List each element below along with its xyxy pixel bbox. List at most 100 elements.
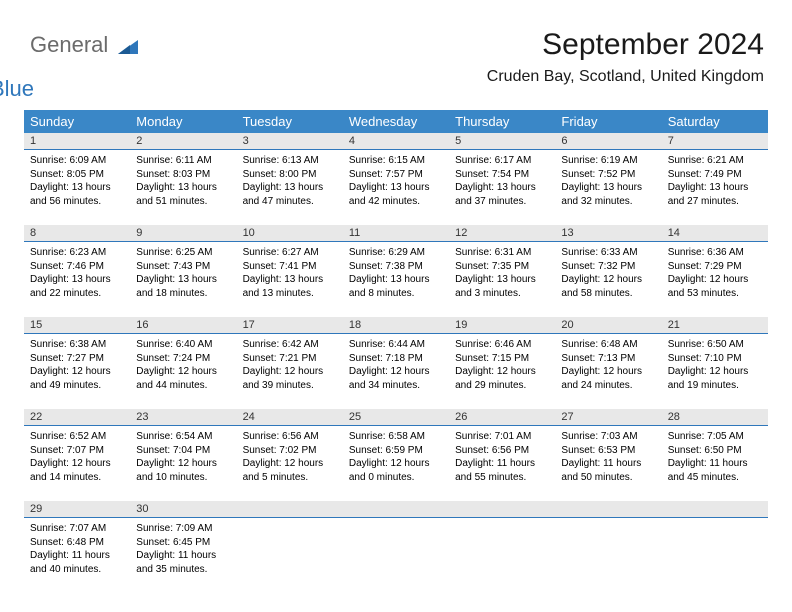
sunrise-value: 6:33 AM	[601, 247, 638, 258]
day-body: Sunrise: 6:50 AMSunset: 7:10 PMDaylight:…	[662, 335, 768, 398]
day-cell: Sunrise: 6:42 AMSunset: 7:21 PMDaylight:…	[237, 335, 343, 409]
day-number: 21	[662, 317, 768, 333]
sunset-line: Sunset: 6:53 PM	[561, 444, 655, 458]
day-number: .	[555, 501, 661, 517]
day-number: 28	[662, 409, 768, 425]
daylight-minutes: 58	[581, 288, 592, 299]
sunset-value: 7:52 PM	[598, 169, 635, 180]
sunrise-value: 7:07 AM	[69, 523, 106, 534]
day-number: 19	[449, 317, 555, 333]
sunrise-line: Sunrise: 6:09 AM	[30, 154, 124, 168]
daylight-line-1: Daylight: 13 hours	[349, 273, 443, 287]
sunrise-value: 6:25 AM	[176, 247, 213, 258]
daylight-minutes: 37	[475, 196, 486, 207]
sunset-line: Sunset: 7:10 PM	[668, 352, 762, 366]
sunset-value: 7:15 PM	[492, 353, 529, 364]
daylight-hours: 12	[709, 274, 720, 285]
daylight-line-1: Daylight: 12 hours	[561, 365, 655, 379]
daylight-line-1: Daylight: 13 hours	[136, 273, 230, 287]
sunset-line: Sunset: 7:46 PM	[30, 260, 124, 274]
day-body: Sunrise: 6:09 AMSunset: 8:05 PMDaylight:…	[24, 151, 130, 214]
sunrise-line: Sunrise: 6:21 AM	[668, 154, 762, 168]
sunset-line: Sunset: 7:02 PM	[243, 444, 337, 458]
daylight-line-2: and 37 minutes.	[455, 195, 549, 209]
sunrise-line: Sunrise: 6:54 AM	[136, 430, 230, 444]
week-row: Sunrise: 6:52 AMSunset: 7:07 PMDaylight:…	[24, 426, 768, 501]
daylight-minutes: 14	[49, 472, 60, 483]
sunset-line: Sunset: 6:59 PM	[349, 444, 443, 458]
daylight-hours: 12	[497, 366, 508, 377]
sunrise-value: 6:58 AM	[388, 431, 425, 442]
sunset-line: Sunset: 6:50 PM	[668, 444, 762, 458]
daylight-minutes: 5	[262, 472, 268, 483]
empty-cell	[555, 519, 661, 593]
sunset-value: 7:43 PM	[173, 261, 210, 272]
daylight-hours: 12	[284, 366, 295, 377]
logo: General Blue	[30, 32, 138, 84]
day-body: Sunrise: 6:33 AMSunset: 7:32 PMDaylight:…	[555, 243, 661, 306]
day-body: Sunrise: 6:54 AMSunset: 7:04 PMDaylight:…	[130, 427, 236, 490]
daylight-line-1: Daylight: 11 hours	[561, 457, 655, 471]
sunrise-value: 6:52 AM	[69, 431, 106, 442]
daylight-hours: 12	[603, 366, 614, 377]
daylight-line-2: and 50 minutes.	[561, 471, 655, 485]
daylight-hours: 12	[178, 366, 189, 377]
sunset-line: Sunset: 7:04 PM	[136, 444, 230, 458]
daylight-line-1: Daylight: 13 hours	[30, 273, 124, 287]
sunset-value: 7:27 PM	[67, 353, 104, 364]
sunrise-value: 6:09 AM	[69, 155, 106, 166]
day-body: Sunrise: 6:56 AMSunset: 7:02 PMDaylight:…	[237, 427, 343, 490]
daylight-minutes: 8	[368, 288, 374, 299]
daylight-line-2: and 19 minutes.	[668, 379, 762, 393]
week-row: Sunrise: 6:38 AMSunset: 7:27 PMDaylight:…	[24, 334, 768, 409]
day-cell: Sunrise: 7:07 AMSunset: 6:48 PMDaylight:…	[24, 519, 130, 593]
day-cell: Sunrise: 7:03 AMSunset: 6:53 PMDaylight:…	[555, 427, 661, 501]
daylight-line-1: Daylight: 13 hours	[455, 181, 549, 195]
daylight-line-2: and 51 minutes.	[136, 195, 230, 209]
sunrise-line: Sunrise: 6:38 AM	[30, 338, 124, 352]
day-number: .	[449, 501, 555, 517]
sunset-value: 6:53 PM	[598, 445, 635, 456]
sunset-value: 7:24 PM	[173, 353, 210, 364]
sunset-value: 6:59 PM	[386, 445, 423, 456]
day-cell: Sunrise: 6:25 AMSunset: 7:43 PMDaylight:…	[130, 243, 236, 317]
daylight-line-1: Daylight: 12 hours	[349, 365, 443, 379]
daylight-hours: 13	[709, 182, 720, 193]
sunset-value: 6:48 PM	[67, 537, 104, 548]
day-body: Sunrise: 6:25 AMSunset: 7:43 PMDaylight:…	[130, 243, 236, 306]
day-header: Wednesday	[343, 110, 449, 133]
daylight-line-2: and 32 minutes.	[561, 195, 655, 209]
sunset-value: 7:21 PM	[279, 353, 316, 364]
sunset-line: Sunset: 6:48 PM	[30, 536, 124, 550]
sunrise-line: Sunrise: 6:25 AM	[136, 246, 230, 260]
day-body: Sunrise: 6:29 AMSunset: 7:38 PMDaylight:…	[343, 243, 449, 306]
sunset-value: 7:57 PM	[386, 169, 423, 180]
sunset-line: Sunset: 7:43 PM	[136, 260, 230, 274]
daylight-line-2: and 39 minutes.	[243, 379, 337, 393]
day-cell: Sunrise: 6:36 AMSunset: 7:29 PMDaylight:…	[662, 243, 768, 317]
sunset-value: 6:45 PM	[173, 537, 210, 548]
day-number-row: 15161718192021	[24, 317, 768, 334]
day-header: Friday	[555, 110, 661, 133]
sunset-value: 7:04 PM	[173, 445, 210, 456]
daylight-line-1: Daylight: 11 hours	[136, 549, 230, 563]
daylight-line-2: and 58 minutes.	[561, 287, 655, 301]
day-cell: Sunrise: 6:15 AMSunset: 7:57 PMDaylight:…	[343, 151, 449, 225]
day-number-row: 22232425262728	[24, 409, 768, 426]
day-number: 27	[555, 409, 661, 425]
sunrise-line: Sunrise: 6:17 AM	[455, 154, 549, 168]
daylight-hours: 12	[391, 458, 402, 469]
sunrise-line: Sunrise: 7:01 AM	[455, 430, 549, 444]
day-number: 22	[24, 409, 130, 425]
daylight-line-1: Daylight: 13 hours	[243, 273, 337, 287]
logo-triangle-icon	[118, 34, 138, 60]
daylight-line-2: and 53 minutes.	[668, 287, 762, 301]
daylight-hours: 13	[603, 182, 614, 193]
daylight-hours: 13	[178, 182, 189, 193]
day-header: Monday	[130, 110, 236, 133]
day-body: Sunrise: 6:52 AMSunset: 7:07 PMDaylight:…	[24, 427, 130, 490]
daylight-hours: 11	[497, 458, 507, 469]
day-cell: Sunrise: 7:05 AMSunset: 6:50 PMDaylight:…	[662, 427, 768, 501]
sunrise-line: Sunrise: 6:46 AM	[455, 338, 549, 352]
day-number: 17	[237, 317, 343, 333]
